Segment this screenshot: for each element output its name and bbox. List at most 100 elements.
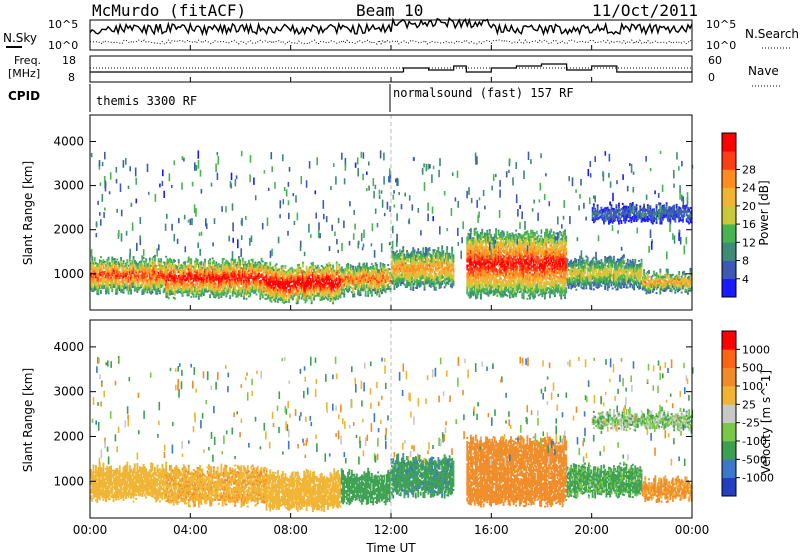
echo-cell: [234, 287, 236, 289]
echo-cell: [188, 257, 190, 259]
echo-cell: [411, 281, 413, 283]
echo-cell: [447, 283, 449, 285]
echo-cell: [130, 293, 132, 295]
echo-cell: [380, 266, 382, 268]
echo-cell: [119, 283, 121, 285]
echo-cell: [453, 258, 455, 260]
echo-cell: [414, 252, 416, 254]
echo-cell: [238, 256, 240, 258]
echo-cell: [332, 265, 334, 267]
cpid-label: CPID: [8, 89, 40, 103]
echo-cell: [451, 253, 453, 255]
echo-cell: [397, 285, 399, 287]
echo-cell: [297, 302, 299, 304]
echo-cell: [284, 293, 286, 295]
echo-cell: [453, 272, 455, 274]
echo-cell: [466, 290, 468, 292]
echo-cell: [276, 263, 278, 265]
echo-cell: [486, 230, 488, 232]
echo-cell: [355, 288, 357, 290]
echo-cell: [432, 253, 434, 255]
echo-cell: [352, 266, 354, 268]
echo-cell: [312, 266, 314, 268]
echo-cell: [330, 266, 332, 268]
echo-cell: [353, 295, 355, 297]
echo-cell: [283, 276, 285, 278]
cpid-mode-1: themis 3300 RF: [96, 94, 197, 108]
echo-cell: [380, 262, 382, 264]
echo-cell: [371, 263, 373, 265]
echo-cell: [195, 296, 197, 298]
echo-cell: [116, 290, 118, 292]
echo-cell: [480, 298, 482, 300]
echo-cell: [307, 279, 309, 281]
echo-cell: [292, 273, 294, 275]
echo-cell: [434, 249, 436, 251]
echo-cell: [394, 288, 396, 290]
echo-cell: [243, 298, 245, 300]
echo-cell: [306, 266, 308, 268]
echo-cell: [422, 249, 424, 251]
echo-cell: [193, 294, 195, 296]
echo-cell: [365, 291, 367, 293]
echo-cell: [312, 262, 314, 264]
echo-cell: [239, 263, 241, 265]
echo-cell: [119, 271, 121, 273]
echo-cell: [218, 297, 220, 299]
echo-cell: [168, 297, 170, 299]
echo-cell: [376, 266, 378, 268]
echo-cell: [425, 271, 427, 273]
freq-tick-bottom: 8: [68, 71, 75, 84]
echo-cell: [371, 285, 373, 287]
echo-cell: [327, 299, 329, 301]
echo-cell: [197, 259, 199, 261]
echo-cell: [188, 286, 190, 288]
echo-cell: [480, 294, 482, 296]
echo-cell: [162, 271, 164, 273]
echo-cell: [336, 268, 338, 270]
echo-cell: [174, 298, 176, 300]
echo-cell: [291, 275, 293, 277]
echo-cell: [430, 286, 432, 288]
echo-cell: [451, 286, 453, 288]
echo-cell: [236, 270, 238, 272]
echo-cell: [470, 230, 472, 232]
echo-cell: [318, 267, 320, 269]
echo-cell: [441, 247, 443, 249]
echo-cell: [311, 296, 313, 298]
echo-cell: [111, 290, 113, 292]
echo-cell: [444, 268, 446, 270]
echo-cell: [332, 267, 334, 269]
echo-cell: [488, 265, 490, 267]
echo-cell: [341, 267, 343, 269]
echo-cell: [256, 286, 258, 288]
echo-cell: [417, 248, 419, 250]
echo-cell: [474, 234, 476, 236]
echo-cell: [243, 296, 245, 298]
echo-cell: [261, 258, 263, 260]
echo-cell: [119, 277, 121, 279]
echo-cell: [108, 290, 110, 292]
echo-cell: [134, 284, 136, 286]
echo-cell: [126, 261, 128, 263]
echo-cell: [126, 259, 128, 261]
echo-cell: [302, 266, 304, 268]
echo-cell: [450, 272, 452, 274]
echo-cell: [190, 258, 192, 260]
echo-cell: [94, 257, 96, 259]
noise-traces: [90, 18, 692, 44]
echo-cell: [138, 281, 140, 283]
echo-cell: [284, 267, 286, 269]
echo-cell: [440, 286, 442, 288]
echo-cell: [262, 296, 264, 298]
echo-cell: [208, 268, 210, 270]
echo-cell: [256, 290, 258, 292]
echo-cell: [481, 231, 483, 233]
echo-cell: [330, 300, 332, 302]
echo-cell: [234, 261, 236, 263]
echo-cell: [432, 257, 434, 259]
echo-cell: [252, 261, 254, 263]
echo-cell: [266, 262, 268, 264]
